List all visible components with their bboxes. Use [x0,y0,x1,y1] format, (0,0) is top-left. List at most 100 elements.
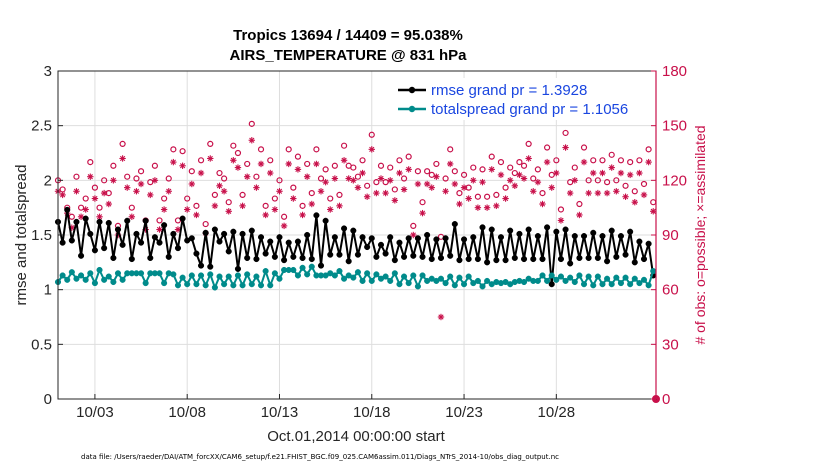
obs-possible-point [414,168,422,175]
spread-point [267,282,274,289]
obs-assimilated-point [488,166,495,173]
obs-assimilated-stroke [553,170,559,176]
obs-assimilated-stroke [193,212,200,218]
obs-possible-point [599,157,606,164]
obs-assimilated-point [82,206,89,213]
obs-possible-point [170,146,177,153]
obs-assimilated-stroke [516,172,523,178]
x-axis-label: Oct.01,2014 00:00:00 start [267,428,445,445]
obs-possible-point [221,175,228,182]
obs-possible-point [82,195,89,202]
spread-point [234,272,242,279]
rmse-point [59,239,66,246]
spread-point [534,277,541,284]
spread-point [59,272,66,279]
spread-point [248,281,255,288]
obs-assimilated-point [442,188,449,195]
obs-assimilated-point [405,166,412,173]
obs-assimilated-stroke [59,192,66,198]
rmse-point [78,252,85,259]
obs-possible-point [539,189,546,197]
obs-possible-point [290,184,297,191]
spread-point [631,275,638,282]
obs-assimilated-stroke [572,177,578,183]
rmse-point [119,241,126,248]
x-tick-label: 10/23 [445,404,483,421]
obs-possible-point [580,144,588,151]
obs-possible-point [262,202,269,209]
obs-assimilated-point [645,158,652,166]
rmse-point [636,238,643,245]
obs-assimilated-stroke [521,175,527,182]
spread-point [276,275,283,282]
obs-possible-point [188,168,195,175]
rmse-point [271,253,278,260]
spread-point [64,276,71,283]
rmse-point [525,226,532,233]
spread-point [520,278,528,286]
obs-assimilated-stroke [230,157,236,163]
obs-possible-point [608,151,615,158]
obs-assimilated-stroke [369,146,375,152]
obs-assimilated-point [456,200,463,208]
obs-assimilated-point [253,184,260,191]
obs-possible-point [405,153,412,160]
spread-point [585,273,592,280]
obs-assimilated-stroke [470,177,476,183]
obs-possible-point [276,177,283,184]
obs-assimilated-point [267,169,274,177]
obs-assimilated-point [493,202,500,210]
spread-point [557,273,564,280]
obs-assimilated-stroke [567,190,573,196]
obs-possible-point [534,166,541,173]
obs-assimilated-stroke [73,188,80,194]
obs-possible-point [520,162,528,169]
obs-assimilated-point [548,184,555,191]
obs-assimilated-point [303,173,311,180]
obs-possible-point [585,177,592,184]
obs-possible-point [202,220,209,228]
spread-point [437,275,445,282]
spread-point [590,282,597,289]
obs-possible-point [267,157,274,164]
obs-assimilated-stroke [535,179,541,185]
y-tick-label: 2 [44,172,52,189]
rmse-point [336,251,343,258]
obs-possible-point [225,199,232,206]
y-axis-label: rmse and totalspread [13,165,30,306]
obs-assimilated-stroke [507,177,513,183]
obs-assimilated-stroke [119,155,126,162]
rmse-point [193,250,200,257]
spread-point [604,275,611,282]
rmse-point [110,254,117,262]
obs-assimilated-stroke [645,159,652,165]
obs-assimilated-point [530,188,537,195]
spread-point [447,273,454,280]
spread-point [68,269,75,276]
obs-possible-point [211,191,218,199]
rmse-point [68,237,75,244]
obs-possible-point [594,177,601,184]
rmse-point [281,257,288,264]
x-tick-label: 10/18 [353,404,391,421]
spread-point [571,278,578,286]
obs-possible-point [516,159,523,166]
obs-assimilated-stroke [207,155,213,162]
obs-assimilated-stroke [212,203,218,209]
obs-assimilated-stroke [263,212,269,218]
obs-assimilated-point [414,180,422,188]
rmse-point [437,254,445,262]
obs-assimilated-stroke [161,206,167,213]
obs-assimilated-point [437,313,445,321]
rmse-point [488,226,495,233]
obs-possible-point [497,159,505,166]
spread-point [78,272,85,279]
obs-assimilated-point [91,195,99,202]
obs-assimilated-stroke [632,199,638,205]
chart-title-line2: AIRS_TEMPERATURE @ 831 hPa [230,47,468,64]
spread-point [410,272,417,279]
rmse-point [179,215,186,222]
spread-point [617,280,624,287]
obs-possible-point [442,175,449,182]
spread-point [465,273,472,280]
